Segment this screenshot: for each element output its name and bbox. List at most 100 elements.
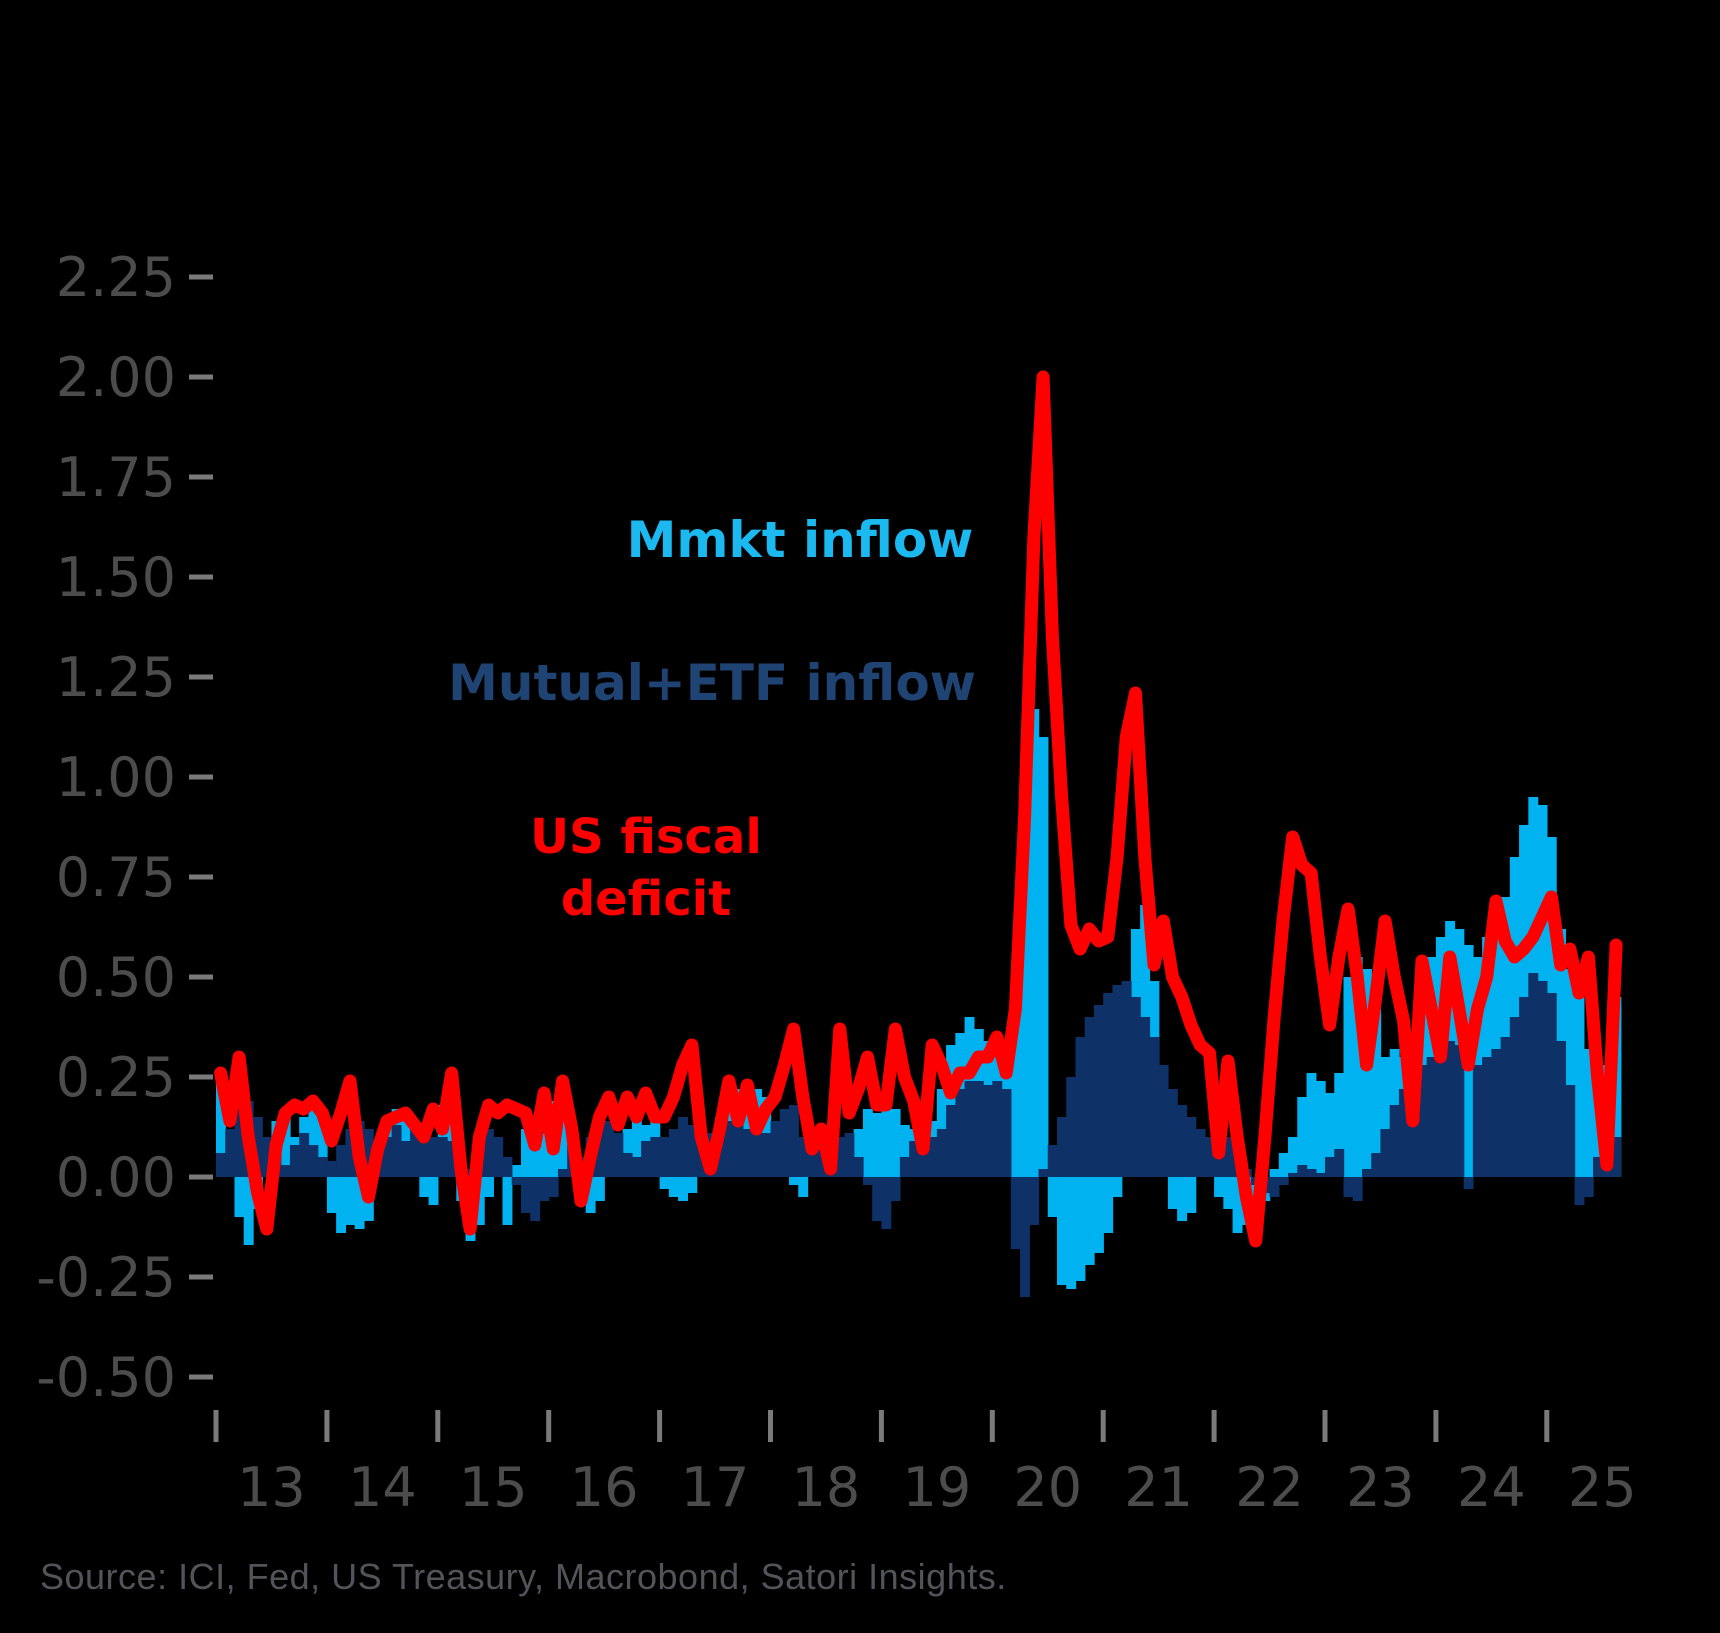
mutual-etf-bar bbox=[1602, 1169, 1613, 1177]
x-tick-mark bbox=[546, 1410, 552, 1442]
mmkt-bar bbox=[853, 1129, 864, 1177]
source-attribution: Source: ICI, Fed, US Treasury, Macrobond… bbox=[40, 1556, 1007, 1597]
mutual-etf-bar bbox=[1038, 1169, 1049, 1177]
mmkt-bar bbox=[1223, 1177, 1234, 1209]
mutual-etf-bar bbox=[1288, 1173, 1298, 1177]
mutual-etf-bar bbox=[1593, 1157, 1603, 1177]
mutual-etf-bar bbox=[1306, 1169, 1317, 1177]
mutual-etf-bar bbox=[1075, 1037, 1086, 1177]
y-tick-label: 2.25 bbox=[56, 246, 176, 309]
mutual-etf-bar bbox=[936, 1129, 947, 1177]
y-tick-mark bbox=[189, 1174, 213, 1180]
y-tick-mark bbox=[189, 674, 213, 680]
mutual-etf-bar bbox=[336, 1145, 347, 1177]
x-tick-label: 16 bbox=[570, 1456, 639, 1519]
mmkt-bar bbox=[317, 1121, 328, 1177]
y-tick-mark bbox=[189, 974, 213, 980]
legend-us-fiscal-deficit-line2: deficit bbox=[560, 871, 732, 927]
mutual-etf-bar bbox=[604, 1121, 615, 1177]
mutual-etf-bar bbox=[1001, 1089, 1012, 1177]
mutual-etf-bar bbox=[1611, 1137, 1622, 1177]
mmkt-bar bbox=[1177, 1177, 1188, 1221]
x-tick-label: 14 bbox=[348, 1456, 417, 1519]
mutual-etf-bar bbox=[419, 1133, 430, 1177]
mmkt-bar bbox=[1103, 1177, 1114, 1233]
mutual-etf-bar bbox=[520, 1177, 531, 1213]
mutual-etf-bar bbox=[1278, 1177, 1289, 1185]
mmkt-bar bbox=[881, 1101, 892, 1177]
x-tick-mark bbox=[1544, 1410, 1550, 1442]
mutual-etf-bar bbox=[1528, 973, 1539, 1177]
y-tick-label: 1.75 bbox=[56, 446, 176, 509]
mutual-etf-bar bbox=[973, 1081, 984, 1177]
mmkt-bar bbox=[899, 1125, 910, 1177]
mutual-etf-bar bbox=[1445, 1041, 1456, 1177]
y-tick-label: 0.50 bbox=[56, 946, 176, 1009]
mutual-etf-bar bbox=[410, 1129, 421, 1177]
mmkt-bar bbox=[216, 1069, 226, 1177]
mutual-etf-bar bbox=[1546, 993, 1557, 1177]
mutual-etf-bar bbox=[955, 1089, 966, 1177]
mutual-etf-bar bbox=[641, 1141, 652, 1177]
mutual-etf-bar bbox=[1380, 1129, 1391, 1177]
mmkt-bar bbox=[511, 1165, 522, 1177]
mutual-etf-bar bbox=[1029, 1177, 1040, 1225]
mmkt-bar bbox=[798, 1177, 809, 1197]
mutual-etf-bar bbox=[539, 1177, 550, 1201]
mutual-etf-bar bbox=[631, 1157, 642, 1177]
mmkt-bar bbox=[1075, 1177, 1086, 1281]
y-tick-label: 1.50 bbox=[56, 546, 176, 609]
mmkt-bar bbox=[631, 1117, 642, 1177]
mutual-etf-bar bbox=[1121, 981, 1132, 1177]
mutual-etf-bar bbox=[400, 1141, 411, 1177]
mmkt-bar bbox=[594, 1177, 605, 1201]
x-tick-label: 15 bbox=[459, 1456, 528, 1519]
mutual-etf-bar bbox=[1130, 997, 1141, 1177]
mutual-etf-bar bbox=[687, 1125, 698, 1177]
mmkt-bar bbox=[1093, 1177, 1104, 1253]
mutual-etf-bar bbox=[1343, 1177, 1354, 1197]
mutual-etf-bar bbox=[872, 1177, 883, 1221]
mutual-etf-bar bbox=[1352, 1177, 1363, 1201]
mmkt-bar bbox=[1361, 969, 1372, 1177]
mutual-etf-bar bbox=[1297, 1165, 1308, 1177]
mutual-etf-bar bbox=[844, 1133, 855, 1177]
mmkt-bar bbox=[419, 1177, 430, 1197]
mutual-etf-bar bbox=[225, 1129, 236, 1177]
mutual-etf-bar bbox=[659, 1137, 670, 1177]
y-tick-mark bbox=[189, 774, 213, 780]
mmkt-bar bbox=[234, 1177, 245, 1217]
mutual-etf-bar bbox=[1195, 1129, 1206, 1177]
x-tick-mark bbox=[1322, 1410, 1328, 1442]
mutual-etf-bar bbox=[881, 1177, 892, 1229]
x-tick-mark bbox=[878, 1410, 884, 1442]
y-tick-label: 1.00 bbox=[56, 746, 176, 809]
x-tick-mark bbox=[1433, 1410, 1439, 1442]
mutual-etf-bar bbox=[1398, 1089, 1409, 1177]
mmkt-bar bbox=[585, 1177, 596, 1213]
mmkt-bar bbox=[428, 1177, 439, 1205]
mutual-etf-bar bbox=[280, 1165, 291, 1177]
mutual-etf-bar bbox=[1583, 1177, 1594, 1197]
mutual-etf-bar bbox=[299, 1133, 310, 1177]
y-tick-label: -0.25 bbox=[36, 1246, 176, 1309]
mutual-etf-bar bbox=[1472, 1065, 1483, 1177]
y-tick-mark bbox=[189, 274, 213, 280]
mmkt-bar bbox=[1574, 985, 1585, 1177]
mmkt-bar bbox=[1186, 1177, 1197, 1213]
x-tick-label: 21 bbox=[1124, 1456, 1193, 1519]
mutual-etf-bar bbox=[1537, 981, 1548, 1177]
mmkt-bar bbox=[1269, 1169, 1280, 1177]
mutual-etf-bar bbox=[447, 1141, 457, 1177]
mutual-etf-bar bbox=[835, 1137, 846, 1177]
mmkt-bar bbox=[326, 1177, 337, 1213]
mutual-etf-bar bbox=[363, 1129, 374, 1177]
mmkt-bar bbox=[1047, 1177, 1058, 1217]
mutual-etf-bar bbox=[557, 1169, 568, 1177]
mutual-etf-bar bbox=[1047, 1145, 1058, 1177]
mutual-etf-bar bbox=[724, 1121, 735, 1177]
mutual-etf-bar bbox=[382, 1137, 393, 1177]
mutual-etf-bar bbox=[1454, 1045, 1465, 1177]
